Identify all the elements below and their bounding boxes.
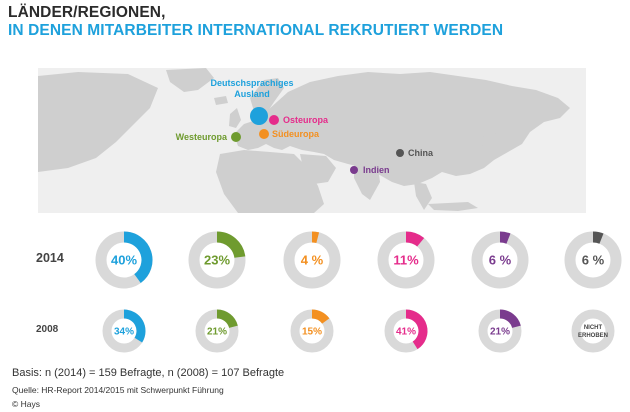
- map-point-5: [350, 166, 358, 174]
- map-label-line: Südeuropa: [272, 129, 320, 139]
- se-asia-shape: [414, 182, 432, 210]
- row-label-2008: 2008: [36, 324, 59, 335]
- donut-arc: [216, 231, 246, 259]
- map-label-line: Deutschsprachiges: [210, 78, 293, 88]
- row-label-2014: 2014: [36, 251, 64, 265]
- title-line-2: IN DENEN MITARBEITER INTERNATIONAL REKRU…: [8, 22, 504, 39]
- title-line-1: LÄNDER/REGIONEN,: [8, 4, 166, 21]
- donut-2014-1: 23%: [188, 231, 246, 289]
- world-map: Deutschsprachiges Ausland Osteuropa Westeur…: [38, 68, 570, 213]
- donut-arc: [405, 309, 428, 350]
- donut-2008-4: 21%: [478, 309, 522, 353]
- donut-value-label: 4 %: [301, 253, 324, 268]
- donut-2008-5: NICHT ERHOBEN: [571, 309, 615, 353]
- footnote-basis: Basis: n (2014) = 159 Befragte, n (2008)…: [12, 367, 285, 379]
- donut-arc: [123, 309, 146, 343]
- map-point-2: [231, 132, 241, 142]
- uk-shape: [229, 108, 241, 128]
- map-point-1: [269, 115, 279, 125]
- map-label-line: Ausland: [234, 89, 270, 99]
- map-label-line: Westeuropa: [176, 132, 228, 142]
- map-label-4: China: [408, 148, 434, 158]
- map-label-line: Osteuropa: [283, 115, 329, 125]
- donut-2008-1: 21%: [195, 309, 239, 353]
- map-points: Deutschsprachiges Ausland Osteuropa Westeur…: [176, 78, 434, 175]
- africa-shape: [216, 150, 324, 213]
- map-label-2: Westeuropa: [176, 132, 228, 142]
- map-label-1: Osteuropa: [283, 115, 329, 125]
- donut-track: [571, 309, 615, 353]
- copyright-notice: © Hays: [12, 399, 40, 409]
- donut-2014-3: 11%: [377, 231, 435, 289]
- india-shape: [354, 164, 380, 200]
- donut-arc: [405, 231, 425, 247]
- not-collected-label: NICHT ERHOBEN: [578, 325, 608, 339]
- donut-arc: [499, 309, 521, 329]
- map-label-line: Indien: [363, 165, 390, 175]
- map-label-5: Indien: [363, 165, 390, 175]
- donut-2014-4: 6 %: [471, 231, 529, 289]
- donut-arc: [592, 231, 604, 244]
- iceland-shape: [214, 96, 228, 105]
- donut-2014-0: 40%: [95, 231, 153, 289]
- donut-2008-2: 15%: [290, 309, 334, 353]
- donut-value-label: 40%: [111, 253, 137, 268]
- donut-2008-3: 41%: [384, 309, 428, 353]
- donut-2014-5: 6 %: [564, 231, 622, 289]
- north-america-shape: [38, 72, 158, 172]
- donut-arc: [311, 309, 330, 324]
- donut-arc: [499, 231, 511, 244]
- donut-value-label: 6 %: [489, 253, 512, 268]
- donut-arc: [311, 231, 320, 244]
- greenland-shape: [166, 68, 214, 92]
- map-label-line: China: [408, 148, 434, 158]
- donut-arc: [216, 309, 238, 329]
- donut-2014-2: 4 %: [283, 231, 341, 289]
- map-point-4: [396, 149, 404, 157]
- donut-2008-0: 34%: [102, 309, 146, 353]
- donut-value-label: 11%: [393, 253, 419, 268]
- eurasia-shape: [234, 72, 570, 186]
- japan-shape: [482, 122, 496, 150]
- donut-value-label: 34%: [114, 327, 134, 338]
- map-label-0: Deutschsprachiges Ausland: [210, 78, 293, 99]
- map-point-0: [250, 107, 268, 125]
- map-point-3: [259, 129, 269, 139]
- donut-value-label: 6 %: [582, 253, 605, 268]
- indonesia-shape: [428, 202, 478, 211]
- donut-arc: [123, 231, 153, 284]
- map-label-3: Südeuropa: [272, 129, 320, 139]
- donut-value-label: 21%: [490, 327, 510, 338]
- donut-value-label: 15%: [302, 327, 322, 338]
- donut-value-label: 41%: [396, 327, 416, 338]
- donut-value-label: 23%: [204, 253, 230, 268]
- donut-value-label: 21%: [207, 327, 227, 338]
- footnote-source: Quelle: HR-Report 2014/2015 mit Schwerpu…: [12, 385, 224, 395]
